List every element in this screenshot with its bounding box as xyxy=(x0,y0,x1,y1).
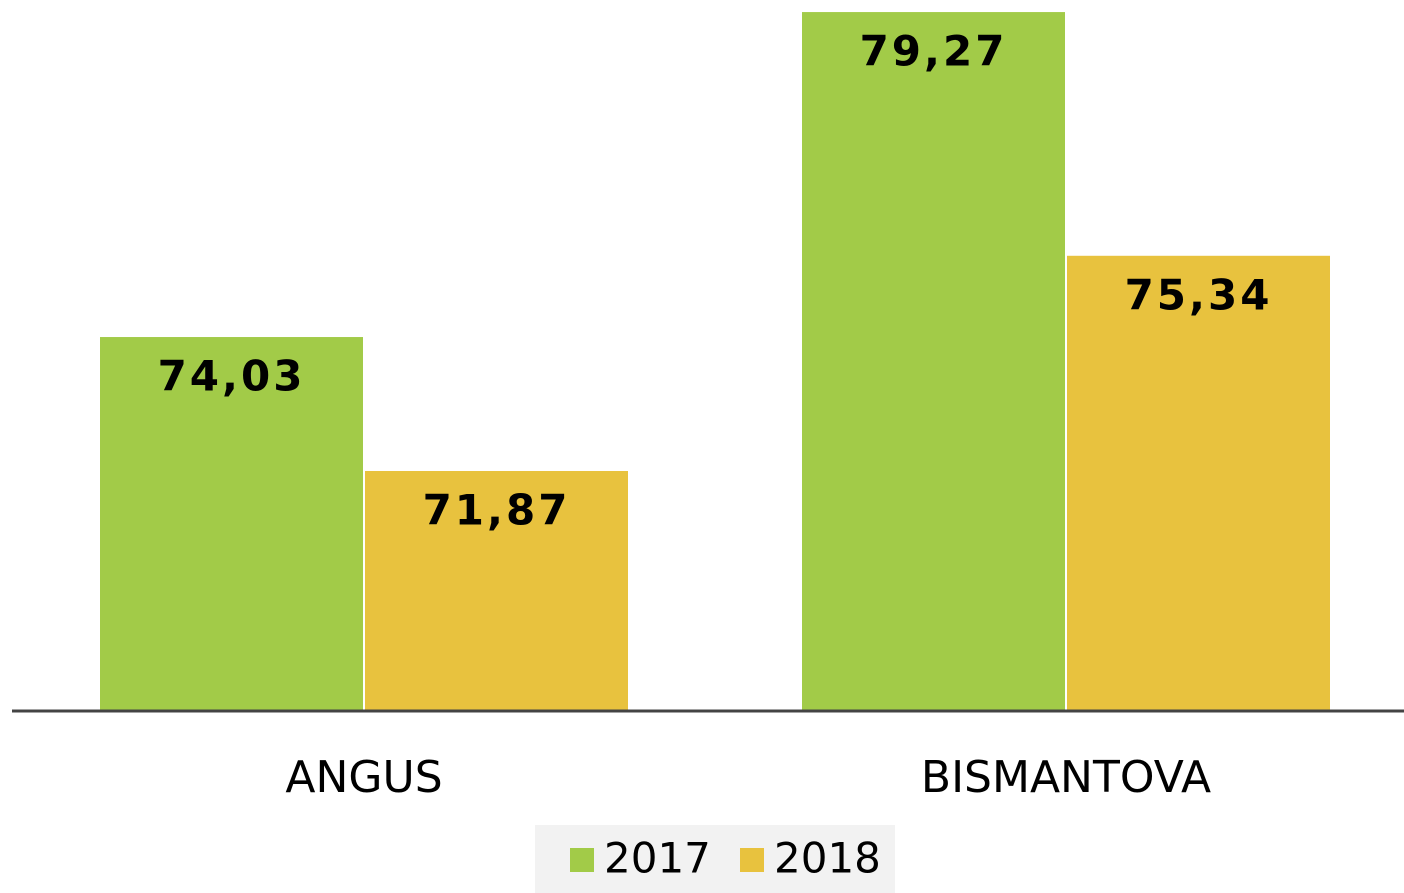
legend-swatch xyxy=(570,848,594,872)
bar xyxy=(100,337,363,711)
x-tick-label: BISMANTOVA xyxy=(921,752,1211,803)
legend-label: 2018 xyxy=(774,834,881,883)
legend-swatch xyxy=(740,848,764,872)
data-label: 79,27 xyxy=(860,27,1008,76)
bar xyxy=(802,12,1065,712)
data-label: 75,34 xyxy=(1125,270,1273,319)
bar xyxy=(1067,255,1330,711)
bar xyxy=(365,470,628,711)
legend-label: 2017 xyxy=(604,834,711,883)
data-label: 71,87 xyxy=(423,485,571,534)
legend-background xyxy=(535,825,895,893)
data-label: 74,03 xyxy=(158,352,306,401)
x-tick-label: ANGUS xyxy=(285,752,442,803)
